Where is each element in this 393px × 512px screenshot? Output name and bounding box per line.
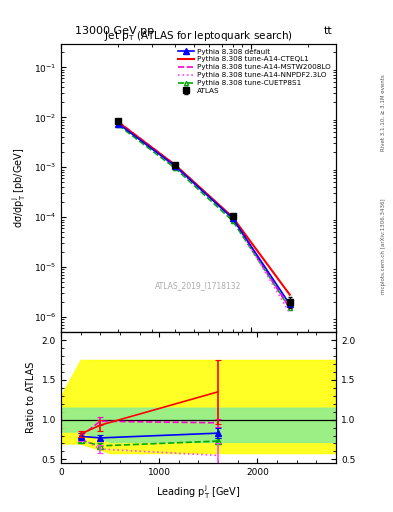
Pythia 8.308 default — [116, 120, 121, 126]
Line: Pythia 8.308 tune-A14-CTEQL1: Pythia 8.308 tune-A14-CTEQL1 — [118, 122, 290, 295]
Pythia 8.308 default — [230, 215, 235, 221]
Text: Rivet 3.1.10, ≥ 3.1M events: Rivet 3.1.10, ≥ 3.1M events — [381, 74, 386, 151]
Pythia 8.308 tune-CUETP8S1 — [116, 122, 121, 128]
Pythia 8.308 default — [173, 163, 178, 169]
Text: 13000 GeV pp: 13000 GeV pp — [75, 26, 154, 36]
X-axis label: Leading $p_T^j$ [GeV]: Leading $p_T^j$ [GeV] — [156, 483, 241, 501]
Line: Pythia 8.308 tune-CUETP8S1: Pythia 8.308 tune-CUETP8S1 — [116, 123, 292, 310]
Title: Jet $p_T$ (ATLAS for leptoquark search): Jet $p_T$ (ATLAS for leptoquark search) — [104, 29, 293, 44]
Text: mcplots.cern.ch [arXiv:1306.3436]: mcplots.cern.ch [arXiv:1306.3436] — [381, 198, 386, 293]
Y-axis label: Ratio to ATLAS: Ratio to ATLAS — [26, 362, 36, 434]
Pythia 8.308 tune-CUETP8S1 — [230, 218, 235, 224]
Line: Pythia 8.308 default: Pythia 8.308 default — [116, 121, 293, 307]
Pythia 8.308 tune-A14-CTEQL1 — [173, 162, 178, 168]
Line: Pythia 8.308 tune-A14-NNPDF2.3LO: Pythia 8.308 tune-A14-NNPDF2.3LO — [118, 123, 290, 313]
Pythia 8.308 tune-A14-MSTW2008LO — [173, 162, 178, 168]
Pythia 8.308 tune-A14-MSTW2008LO — [287, 305, 292, 311]
Pythia 8.308 tune-A14-NNPDF2.3LO — [116, 120, 121, 126]
Pythia 8.308 tune-CUETP8S1 — [287, 305, 292, 311]
Pythia 8.308 tune-A14-CTEQL1 — [287, 292, 292, 298]
Text: ATLAS_2019_I1718132: ATLAS_2019_I1718132 — [155, 282, 242, 290]
Pythia 8.308 tune-A14-CTEQL1 — [116, 119, 121, 125]
Pythia 8.308 tune-A14-MSTW2008LO — [230, 214, 235, 220]
Pythia 8.308 tune-A14-MSTW2008LO — [116, 119, 121, 125]
Pythia 8.308 tune-A14-NNPDF2.3LO — [173, 164, 178, 170]
Pythia 8.308 tune-CUETP8S1 — [173, 165, 178, 172]
Line: Pythia 8.308 tune-A14-MSTW2008LO: Pythia 8.308 tune-A14-MSTW2008LO — [118, 122, 290, 308]
Legend: Pythia 8.308 default, Pythia 8.308 tune-A14-CTEQL1, Pythia 8.308 tune-A14-MSTW20: Pythia 8.308 default, Pythia 8.308 tune-… — [177, 47, 332, 95]
Pythia 8.308 tune-A14-NNPDF2.3LO — [230, 215, 235, 221]
Pythia 8.308 default — [287, 301, 292, 307]
Text: tt: tt — [323, 26, 332, 36]
Y-axis label: $d\sigma/dp_T^j$ [pb/GeV]: $d\sigma/dp_T^j$ [pb/GeV] — [10, 147, 28, 228]
Pythia 8.308 tune-A14-NNPDF2.3LO — [287, 310, 292, 316]
Pythia 8.308 tune-A14-CTEQL1 — [230, 214, 235, 220]
